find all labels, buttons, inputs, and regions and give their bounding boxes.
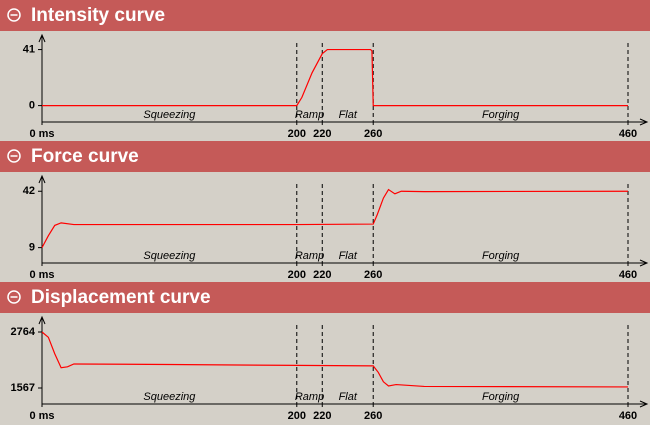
phase-label: Forging [482,109,520,121]
curve [42,48,628,107]
y-axis-arrow [38,174,46,184]
y-axis-arrow [38,315,46,325]
phase-label: Squeezing [143,391,196,403]
phase-label: Ramp [295,109,324,121]
header-bar [0,282,650,313]
y-tick-label: 9 [29,242,35,254]
collapse-button[interactable] [7,290,21,304]
panel-title: Displacement curve [31,287,211,308]
x-tick-label: 220 [313,128,331,140]
x-tick-label: 200 [288,128,306,140]
collapse-icon[interactable] [7,8,21,22]
y-axis-arrow [38,33,46,43]
phase-label: Forging [482,391,520,403]
x-tick-label: 0 ms [29,128,54,140]
collapse-icon[interactable] [7,149,21,163]
collapse-button[interactable] [7,8,21,22]
x-tick-label: 260 [364,410,382,422]
phase-label: Flat [339,391,358,403]
panel-title: Force curve [31,146,139,167]
phase-label: Flat [339,109,358,121]
y-tick-label: 0 [29,100,35,112]
curve [41,331,629,388]
x-axis-arrow [639,400,649,408]
collapse-icon[interactable] [7,290,21,304]
x-tick-label: 220 [313,269,331,281]
y-tick-label: 42 [23,185,35,197]
header-bar [0,141,650,172]
x-tick-label: 200 [288,410,306,422]
phase-label: Ramp [295,391,324,403]
x-tick-label: 460 [619,410,637,422]
phase-label: Ramp [295,250,324,262]
y-tick-label: 2764 [11,326,36,338]
phase-label: Squeezing [143,250,196,262]
x-tick-label: 0 ms [29,410,54,422]
x-tick-label: 220 [313,410,331,422]
panel: Force curve 9 42 0 ms 200 220 260 460 Squeezing R… [0,141,650,281]
phase-label: Flat [339,250,358,262]
collapse-button[interactable] [7,149,21,163]
x-tick-label: 200 [288,269,306,281]
header-bar [0,0,650,31]
panel-title: Intensity curve [31,5,165,26]
x-tick-label: 460 [619,269,637,281]
x-tick-label: 260 [364,128,382,140]
y-tick-label: 1567 [11,382,35,394]
y-tick-label: 41 [23,43,35,55]
x-tick-label: 260 [364,269,382,281]
curve [41,188,629,248]
panel: Displacement curve 1567 2764 0 ms 200 220 260 4… [0,282,650,422]
x-tick-label: 460 [619,128,637,140]
phase-label: Squeezing [143,109,196,121]
x-tick-label: 0 ms [29,269,54,281]
phase-label: Forging [482,250,520,262]
x-axis-arrow [639,259,649,267]
panel: Intensity curve 0 41 0 ms 200 220 260 460 Squeez… [0,0,650,140]
x-axis-arrow [639,118,649,126]
